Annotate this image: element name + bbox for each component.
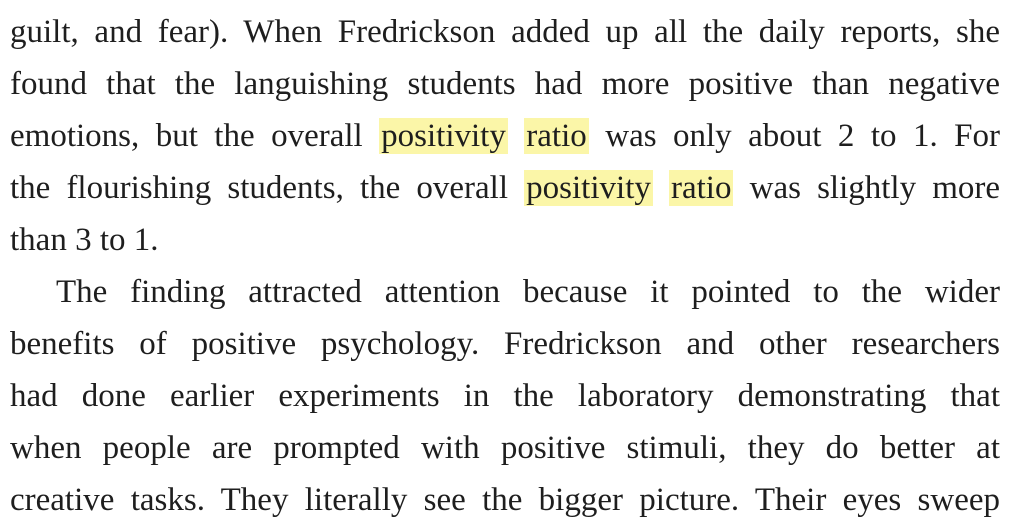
line-3-before: emotions, but the overall xyxy=(10,118,363,154)
line-4-before: the flourishing students, the overall xyxy=(10,170,509,206)
highlight-positivity[interactable]: positivity xyxy=(524,170,653,206)
line-3-after: was only about 2 to 1. For xyxy=(605,118,1000,154)
highlight-ratio[interactable]: ratio xyxy=(524,118,589,154)
paragraph-2-line-5: creative tasks. They literally see the b… xyxy=(10,482,1000,518)
highlight-ratio[interactable]: ratio xyxy=(669,170,734,206)
paragraph-1-line-1: guilt, and fear). When Fredrickson added… xyxy=(10,14,1000,50)
paragraph-1-line-2: found that the languishing students had … xyxy=(10,66,1000,102)
paragraph-2-line-3: had done earlier experiments in the labo… xyxy=(10,378,1000,414)
line-4-after: was slightly more xyxy=(749,170,1001,206)
paragraph-2-line-1: The finding attracted attention because … xyxy=(56,274,1000,310)
paragraph-1-line-3: emotions, but the overall positivity rat… xyxy=(10,114,1000,158)
highlight-positivity[interactable]: positivity xyxy=(379,118,508,154)
paragraph-2-line-4: when people are prompted with positive s… xyxy=(10,430,1000,466)
paragraph-1-line-5: than 3 to 1. xyxy=(10,222,159,258)
paragraph-2-line-2: benefits of positive psychology. Fredric… xyxy=(10,326,1000,362)
paragraph-1-line-4: the flourishing students, the overall po… xyxy=(10,166,1000,210)
